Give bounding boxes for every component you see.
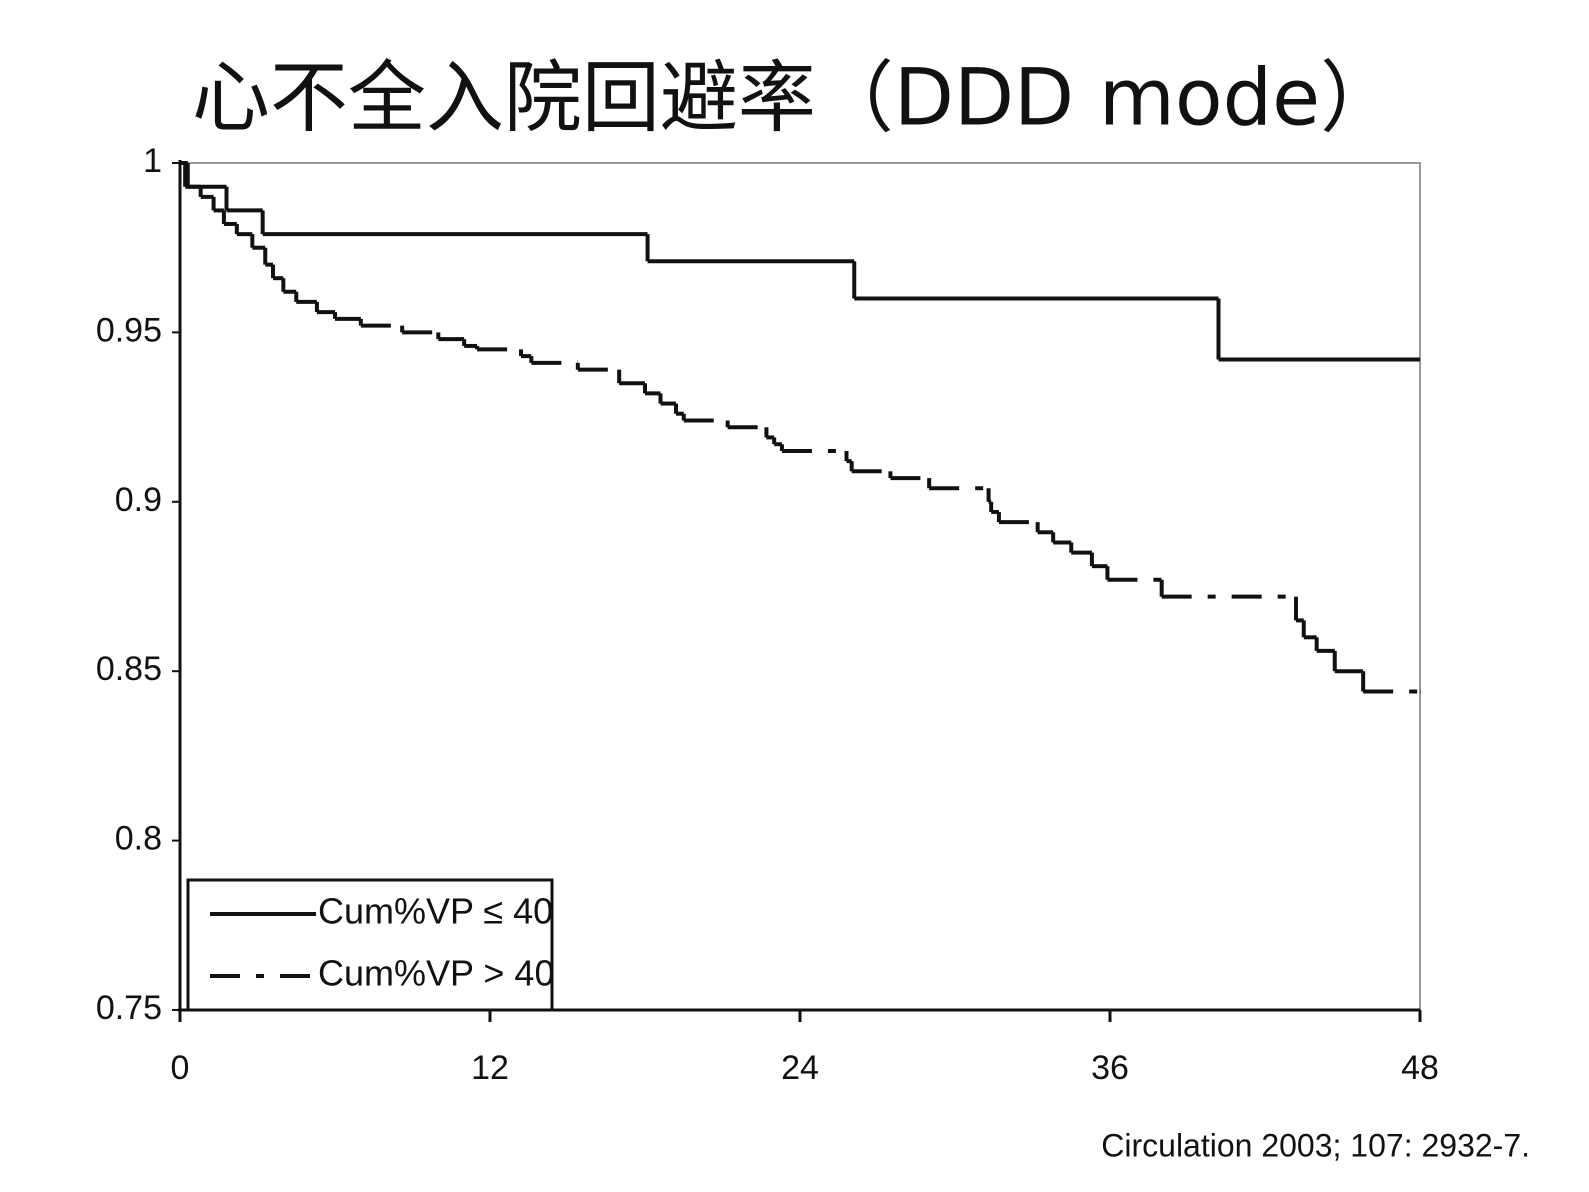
x-tick-label: 48	[1401, 1049, 1439, 1087]
y-tick-label: 0.8	[115, 820, 162, 858]
y-tick-label: 1	[143, 142, 162, 180]
y-tick-label: 0.75	[96, 989, 162, 1027]
legend-label: Cum%VP ≤ 40	[318, 891, 553, 932]
y-tick-label: 0.9	[115, 481, 162, 519]
x-tick-label: 24	[781, 1049, 819, 1087]
citation: Circulation 2003; 107: 2932-7.	[1101, 1127, 1530, 1163]
x-tick-label: 36	[1091, 1049, 1129, 1087]
legend-label: Cum%VP > 40	[318, 953, 554, 994]
x-tick-label: 12	[471, 1049, 509, 1087]
legend-box	[186, 878, 554, 1012]
y-tick-label: 0.85	[96, 650, 162, 688]
y-tick-label: 0.95	[96, 311, 162, 349]
chart-title: 心不全入院回避率（DDD mode）	[192, 53, 1398, 143]
x-tick-label: 0	[171, 1049, 190, 1087]
